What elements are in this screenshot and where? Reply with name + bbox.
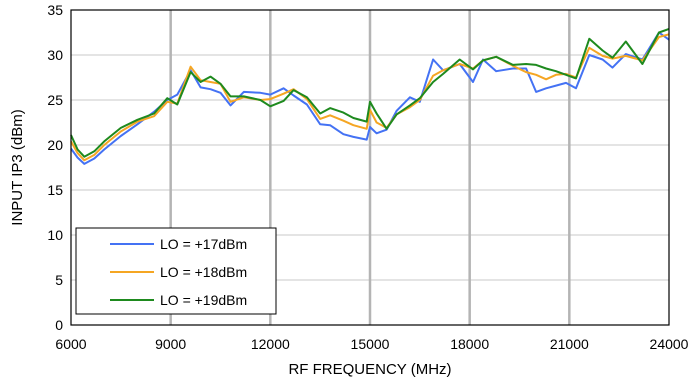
legend-box xyxy=(75,227,277,315)
y-tick-label: 30 xyxy=(47,47,63,63)
legend-label-1: LO = +17dBm xyxy=(160,236,247,252)
y-tick-label: 20 xyxy=(47,137,63,153)
x-tick-label: 18000 xyxy=(450,336,489,352)
y-tick-label: 5 xyxy=(55,272,63,288)
y-tick-label: 15 xyxy=(47,182,63,198)
legend: LO = +17dBm LO = +18dBm LO = +19dBm xyxy=(75,227,277,315)
x-tick-labels: 6000 9000 12000 15000 18000 21000 24000 xyxy=(55,336,688,352)
y-tick-labels: 0 5 10 15 20 25 30 35 xyxy=(47,2,63,333)
y-tick-label: 35 xyxy=(47,2,63,18)
y-tick-label: 0 xyxy=(55,317,63,333)
series-line-3 xyxy=(70,27,670,158)
plot-frame xyxy=(70,9,670,326)
x-tick-label: 12000 xyxy=(251,336,290,352)
x-axis-label: RF FREQUENCY (MHz) xyxy=(288,361,451,378)
series-line-1 xyxy=(70,31,670,165)
y-tick-label: 10 xyxy=(47,227,63,243)
x-tick-label: 21000 xyxy=(550,336,589,352)
x-tick-label: 9000 xyxy=(155,336,186,352)
x-tick-label: 15000 xyxy=(351,336,390,352)
y-axis-label: INPUT IP3 (dBm) xyxy=(9,109,26,225)
legend-label-2: LO = +18dBm xyxy=(160,264,247,280)
series-line-2 xyxy=(70,33,670,162)
x-tick-label: 6000 xyxy=(55,336,86,352)
x-tick-label: 24000 xyxy=(650,336,689,352)
legend-label-3: LO = +19dBm xyxy=(160,292,247,308)
series-layer xyxy=(70,27,670,165)
y-tick-label: 25 xyxy=(47,92,63,108)
